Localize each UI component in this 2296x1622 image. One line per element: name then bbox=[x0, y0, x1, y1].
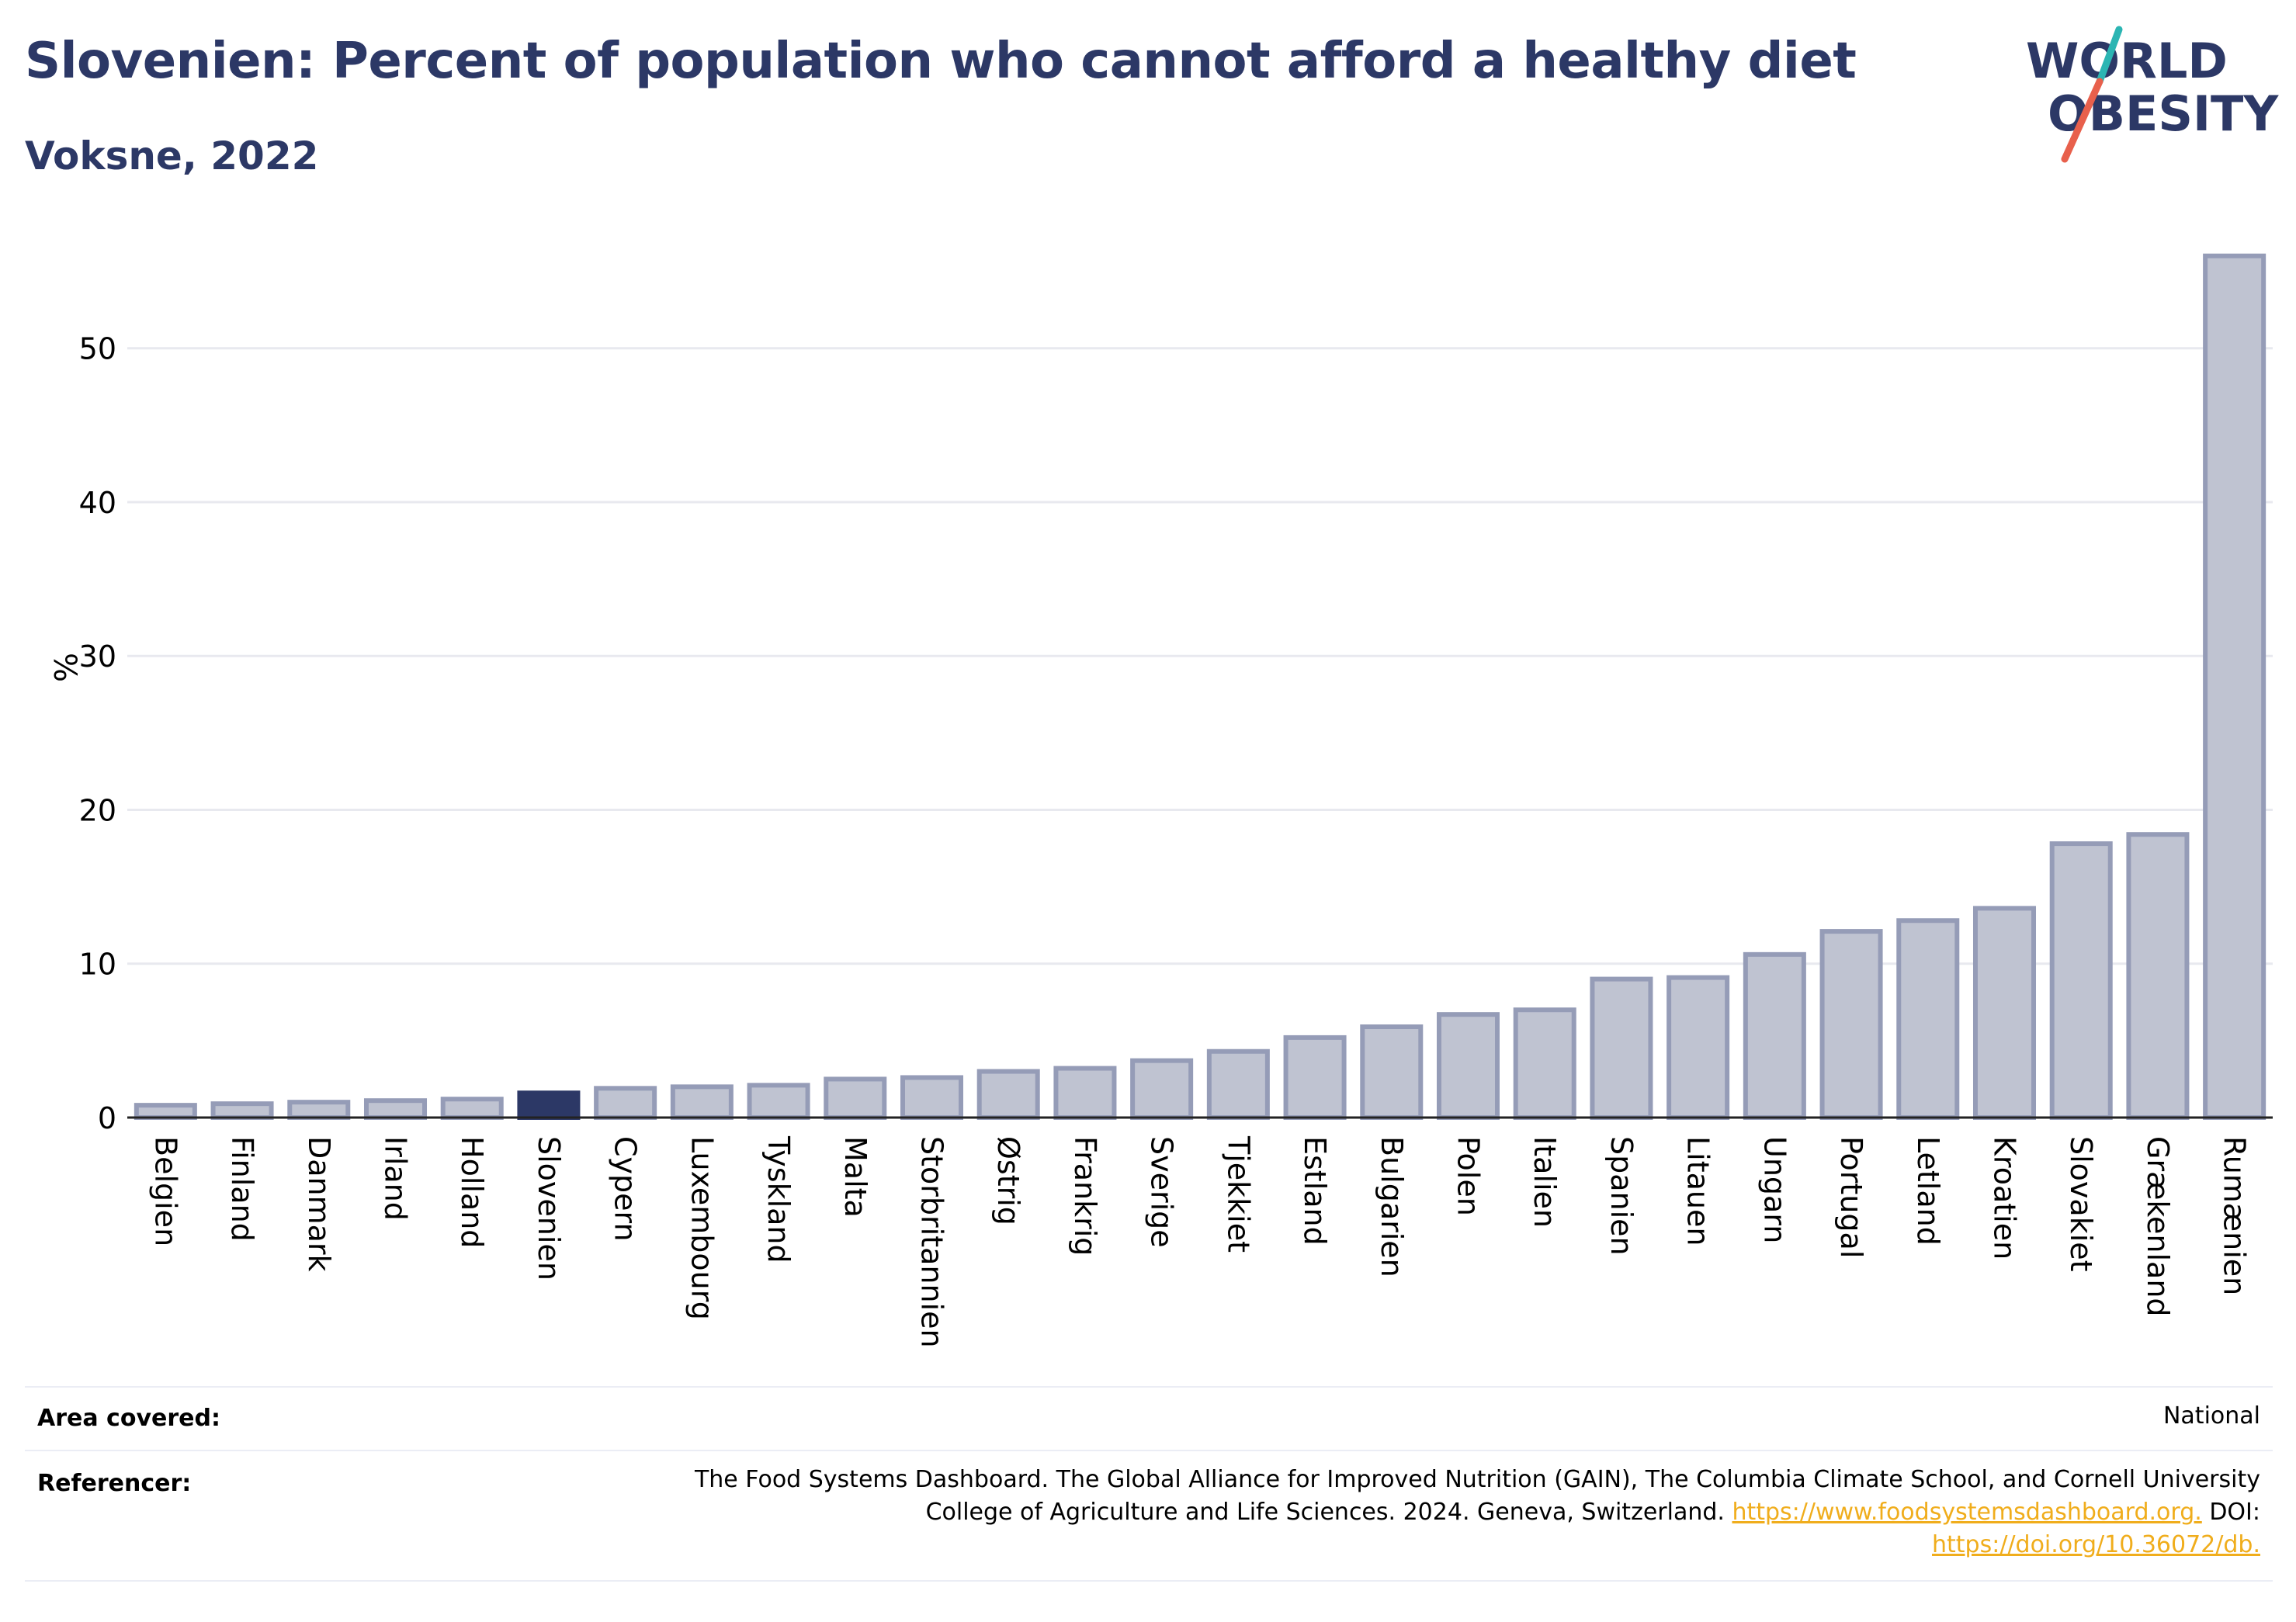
bar-chart: 0 10 20 30 40 50 % Belgien Finland Danmark Irlan… bbox=[47, 253, 2273, 1348]
references-label: Referencer: bbox=[37, 1470, 192, 1497]
x-tick-label: Spanien bbox=[1604, 1136, 1639, 1256]
x-tick-label: Frankrig bbox=[1068, 1136, 1102, 1256]
logo-text-world: WORLD bbox=[2026, 33, 2228, 89]
bar-danmark bbox=[287, 1100, 351, 1121]
references-line-2-text: College of Agriculture and Life Sciences… bbox=[925, 1499, 1732, 1526]
bar-italien bbox=[1513, 1007, 1576, 1121]
x-tick-label: Slovakiet bbox=[2064, 1136, 2098, 1272]
x-tick-label: Østrig bbox=[991, 1136, 1025, 1225]
divider-bottom bbox=[25, 1580, 2273, 1582]
references-text: The Food Systems Dashboard. The Global A… bbox=[320, 1464, 2260, 1561]
bar-polen bbox=[1436, 1012, 1500, 1120]
x-tick-label: Finland bbox=[225, 1136, 259, 1242]
divider-middle bbox=[25, 1450, 2273, 1451]
bar-frankrig bbox=[1053, 1066, 1117, 1120]
x-tick-label: Portugal bbox=[1834, 1136, 1868, 1258]
bar-belgien bbox=[134, 1103, 197, 1121]
gridlines bbox=[127, 347, 2273, 965]
references-line-2: College of Agriculture and Life Sciences… bbox=[320, 1496, 2260, 1529]
x-tick-label: Holland bbox=[455, 1136, 489, 1248]
x-tick-label: Tjekkiet bbox=[1221, 1135, 1255, 1253]
x-tick-label: Bulgarien bbox=[1375, 1136, 1409, 1277]
bar-spanien bbox=[1590, 976, 1653, 1120]
divider-top bbox=[25, 1386, 2273, 1388]
area-covered-value: National bbox=[2162, 1402, 2260, 1430]
area-covered-row: Area covered: National bbox=[25, 1386, 2273, 1448]
area-covered-label: Area covered: bbox=[37, 1405, 220, 1432]
x-tick-label: Luxembourg bbox=[685, 1136, 719, 1320]
bar-luxembourg bbox=[670, 1084, 734, 1120]
y-tick-label: 20 bbox=[79, 793, 116, 827]
x-tick-label: Polen bbox=[1451, 1136, 1486, 1216]
chart-subtitle: Voksne, 2022 bbox=[25, 133, 319, 178]
x-tick-label: Sverige bbox=[1145, 1136, 1179, 1248]
bars bbox=[134, 253, 2267, 1121]
y-tick-label: 0 bbox=[98, 1101, 116, 1135]
y-tick-label: 10 bbox=[79, 948, 116, 982]
bar-storbritannien bbox=[900, 1075, 964, 1120]
bar-portugal bbox=[1819, 929, 1883, 1121]
x-tick-label: Belgien bbox=[148, 1136, 182, 1246]
x-tick-label: Grækenland bbox=[2141, 1136, 2175, 1317]
y-axis-label: % bbox=[47, 653, 82, 682]
x-tick-label: Kroatien bbox=[1988, 1136, 2022, 1260]
bar-malta bbox=[824, 1076, 887, 1121]
bar-slovakiet bbox=[2049, 841, 2113, 1121]
x-tick-label: Tyskland bbox=[761, 1135, 796, 1263]
bar-slovenien bbox=[517, 1090, 581, 1121]
x-tick-label: Rumænien bbox=[2218, 1136, 2252, 1295]
x-tick-label: Malta bbox=[838, 1136, 872, 1218]
x-tick-label: Litauen bbox=[1681, 1136, 1715, 1246]
x-tick-labels: Belgien Finland Danmark Irland Holland Sloven… bbox=[148, 1135, 2251, 1348]
references-row: Referencer: The Food Systems Dashboard. … bbox=[25, 1450, 2273, 1582]
bar-ungarn bbox=[1743, 951, 1806, 1121]
bar-letland bbox=[1896, 918, 1960, 1120]
x-tick-label: Italien bbox=[1528, 1136, 1562, 1228]
bar-irland bbox=[363, 1098, 428, 1120]
references-line-3: https://doi.org/10.36072/db. bbox=[320, 1529, 2260, 1561]
bar-tjekkiet bbox=[1206, 1048, 1270, 1120]
bar-kroatien bbox=[1972, 906, 2037, 1121]
food-systems-dashboard-link[interactable]: https://www.foodsystemsdashboard.org. bbox=[1732, 1499, 2202, 1526]
x-tick-label: Ungarn bbox=[1757, 1136, 1791, 1243]
logo-slash-red bbox=[2061, 78, 2104, 163]
references-line-1: The Food Systems Dashboard. The Global A… bbox=[694, 1466, 2260, 1493]
bar-bulgarien bbox=[1360, 1024, 1424, 1121]
bar-østrig bbox=[976, 1069, 1040, 1120]
x-tick-label: Cypern bbox=[609, 1136, 643, 1242]
world-obesity-logo: WORLD OBESITY bbox=[2026, 26, 2279, 163]
bar-cypern bbox=[594, 1086, 657, 1121]
y-tick-label: 40 bbox=[79, 486, 116, 520]
bar-litauen bbox=[1667, 975, 1730, 1121]
x-tick-label: Irland bbox=[379, 1136, 413, 1221]
references-doi-label: DOI: bbox=[2201, 1499, 2260, 1526]
bar-finland bbox=[210, 1101, 274, 1120]
y-tick-labels: 0 10 20 30 40 50 bbox=[79, 332, 116, 1135]
bar-tyskland bbox=[747, 1083, 810, 1121]
y-tick-label: 30 bbox=[79, 639, 116, 674]
chart-title: Slovenien: Percent of population who can… bbox=[25, 33, 1857, 90]
x-tick-label: Estland bbox=[1298, 1136, 1332, 1246]
logo-slash-teal bbox=[2096, 26, 2123, 85]
bar-estland bbox=[1283, 1035, 1347, 1120]
x-tick-label: Slovenien bbox=[532, 1136, 566, 1281]
bar-rumænien bbox=[2203, 253, 2267, 1120]
bar-grækenland bbox=[2126, 832, 2190, 1120]
bar-holland bbox=[440, 1097, 504, 1121]
x-tick-label: Letland bbox=[1911, 1136, 1945, 1246]
x-tick-label: Storbritannien bbox=[915, 1136, 949, 1348]
y-tick-label: 50 bbox=[79, 332, 116, 366]
x-tick-label: Danmark bbox=[302, 1136, 336, 1272]
bar-sverige bbox=[1130, 1058, 1194, 1120]
doi-link[interactable]: https://doi.org/10.36072/db. bbox=[1932, 1531, 2260, 1558]
